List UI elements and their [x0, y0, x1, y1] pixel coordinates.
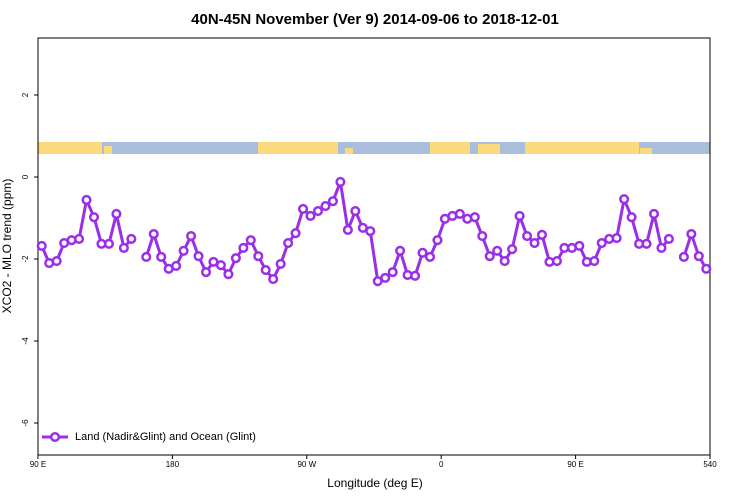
- data-point: [103, 238, 114, 249]
- data-point: [619, 194, 630, 205]
- data-point: [574, 240, 585, 251]
- data-point: [118, 242, 129, 253]
- data-point: [469, 212, 480, 223]
- data-point: [626, 212, 637, 223]
- data-point: [492, 245, 503, 256]
- data-point: [88, 212, 100, 223]
- data-point: [200, 267, 212, 278]
- y-tick-label: 0: [21, 174, 30, 179]
- data-point: [678, 251, 689, 263]
- data-point: [380, 272, 391, 283]
- data-point: [36, 240, 47, 251]
- data-point: [327, 196, 338, 207]
- data-point: [387, 267, 398, 278]
- data-point: [701, 263, 712, 274]
- data-point: [410, 270, 421, 281]
- data-point: [596, 237, 607, 249]
- x-tick-label: 90 W: [297, 460, 316, 469]
- x-tick-label: 540: [703, 460, 717, 469]
- data-point: [215, 260, 226, 271]
- x-tick-label: 90 E: [567, 460, 583, 469]
- data-point: [283, 237, 294, 249]
- data-point: [290, 228, 301, 239]
- y-tick-label: -6: [21, 419, 30, 427]
- x-tick-label: 90 E: [30, 460, 46, 469]
- data-point: [454, 208, 465, 219]
- x-tick-label: 0: [439, 460, 444, 469]
- data-point: [320, 201, 331, 212]
- data-point: [350, 205, 361, 217]
- data-point: [223, 269, 234, 280]
- data-point: [148, 228, 159, 240]
- data-point: [268, 274, 279, 285]
- data-point: [522, 230, 533, 242]
- y-axis-label: XCO2 - MLO trend (ppm): [0, 179, 14, 314]
- data-point: [230, 253, 241, 264]
- data-point: [156, 251, 167, 263]
- data-point: [51, 256, 62, 267]
- data-point: [514, 210, 525, 222]
- data-point: [312, 205, 324, 217]
- data-point: [74, 233, 85, 244]
- x-tick-label: 180: [166, 460, 180, 469]
- data-point: [656, 242, 667, 253]
- data-point: [193, 251, 204, 262]
- data-point: [186, 230, 197, 242]
- x-axis-label: Longitude (deg E): [327, 476, 422, 490]
- data-point: [305, 210, 316, 222]
- data-point: [686, 228, 697, 240]
- data-point: [298, 203, 309, 215]
- data-point: [641, 238, 652, 249]
- data-point: [551, 256, 562, 267]
- data-point: [648, 208, 660, 219]
- data-point: [126, 233, 137, 244]
- data-point: [507, 244, 518, 255]
- data-point: [432, 235, 443, 246]
- data-point: [81, 194, 92, 206]
- y-tick-label: 2: [21, 92, 30, 97]
- data-point: [663, 233, 674, 244]
- data-point: [178, 245, 189, 256]
- data-point: [245, 235, 256, 246]
- data-point: [589, 256, 600, 267]
- data-point: [238, 242, 249, 253]
- data-point: [536, 229, 548, 240]
- legend-label: Land (Nadir&Glint) and Ocean (Glint): [75, 431, 256, 443]
- land-ocean-strip: [38, 142, 710, 154]
- y-tick-label: -2: [21, 255, 30, 263]
- data-point: [395, 245, 406, 256]
- data-point: [417, 247, 428, 258]
- y-tick-label: -4: [21, 337, 30, 345]
- legend-marker: [49, 431, 61, 443]
- data-point: [529, 237, 540, 249]
- data-point: [424, 251, 436, 263]
- data-point: [499, 256, 510, 267]
- data-point: [111, 208, 122, 219]
- data-point: [484, 251, 495, 262]
- data-point: [365, 226, 376, 237]
- data-point: [335, 176, 346, 187]
- data-point: [611, 233, 622, 244]
- data-point: [693, 251, 704, 262]
- data-point: [253, 251, 264, 262]
- data-point: [477, 230, 488, 242]
- data-point: [342, 224, 353, 235]
- chart-title: 40N-45N November (Ver 9) 2014-09-06 to 2…: [191, 11, 559, 28]
- data-point: [171, 260, 182, 272]
- data-point: [275, 258, 286, 269]
- data-point: [141, 251, 152, 263]
- data-point: [260, 265, 271, 276]
